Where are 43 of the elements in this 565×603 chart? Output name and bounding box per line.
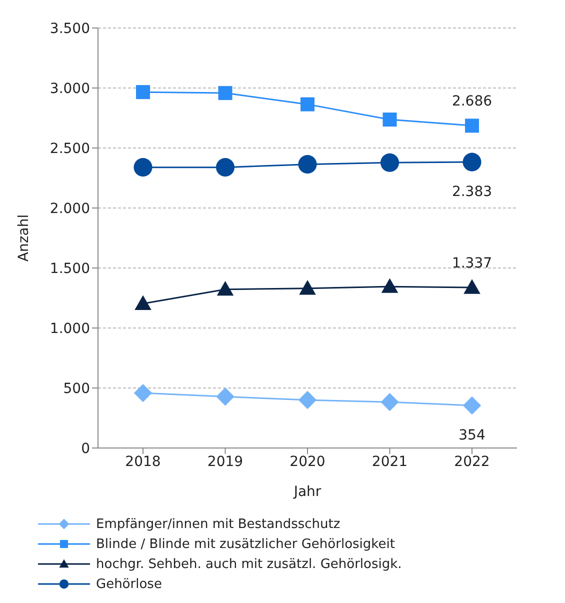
point (216, 280, 234, 296)
legend-label: Empfänger/innen mit Bestandsschutz (96, 516, 340, 532)
point (298, 155, 317, 174)
point (464, 279, 480, 294)
y-tick-label: 500 (63, 380, 90, 397)
data-label: 1.337 (452, 256, 492, 272)
point (134, 158, 152, 177)
x-tick-label: 2022 (454, 454, 490, 470)
y-tick-label: 3.000 (50, 80, 90, 97)
point (465, 118, 479, 133)
point (299, 280, 316, 295)
y-tick-label: 3.500 (50, 20, 90, 37)
legend-label: Blinde / Blinde mit zusätzlicher Gehörlosigkeit (96, 536, 395, 552)
point (462, 396, 482, 415)
y-tick-label: 2.500 (50, 140, 90, 157)
data-label: 2.383 (452, 184, 492, 200)
point (216, 388, 234, 406)
x-axis-title: Jahr (292, 484, 322, 500)
point (380, 153, 400, 172)
x-tick-label: 2020 (290, 454, 326, 470)
point (462, 152, 482, 172)
x-tick-label: 2018 (125, 454, 161, 470)
point (300, 97, 314, 112)
y-tick-label: 1.500 (50, 260, 90, 277)
data-label: 2.686 (452, 94, 492, 110)
point (298, 390, 317, 410)
point (382, 112, 397, 127)
legend-label: Gehörlose (96, 576, 162, 592)
point (380, 392, 399, 412)
x-tick-label: 2019 (207, 454, 244, 470)
y-tick-label: 1.000 (50, 320, 90, 337)
point (216, 158, 235, 177)
point (134, 295, 152, 310)
y-tick-label: 2.000 (50, 200, 90, 217)
data-label: 354 (458, 428, 486, 444)
y-tick-label: 0 (81, 440, 90, 457)
point (218, 86, 232, 100)
point (134, 384, 152, 402)
legend-label: hochgr. Sehbeh. auch mit zusätzl. Gehörlosigk. (96, 556, 402, 572)
point (381, 278, 398, 293)
point (136, 85, 150, 100)
y-axis-title: Anzahl (16, 214, 32, 262)
x-tick-label: 2021 (372, 454, 408, 470)
